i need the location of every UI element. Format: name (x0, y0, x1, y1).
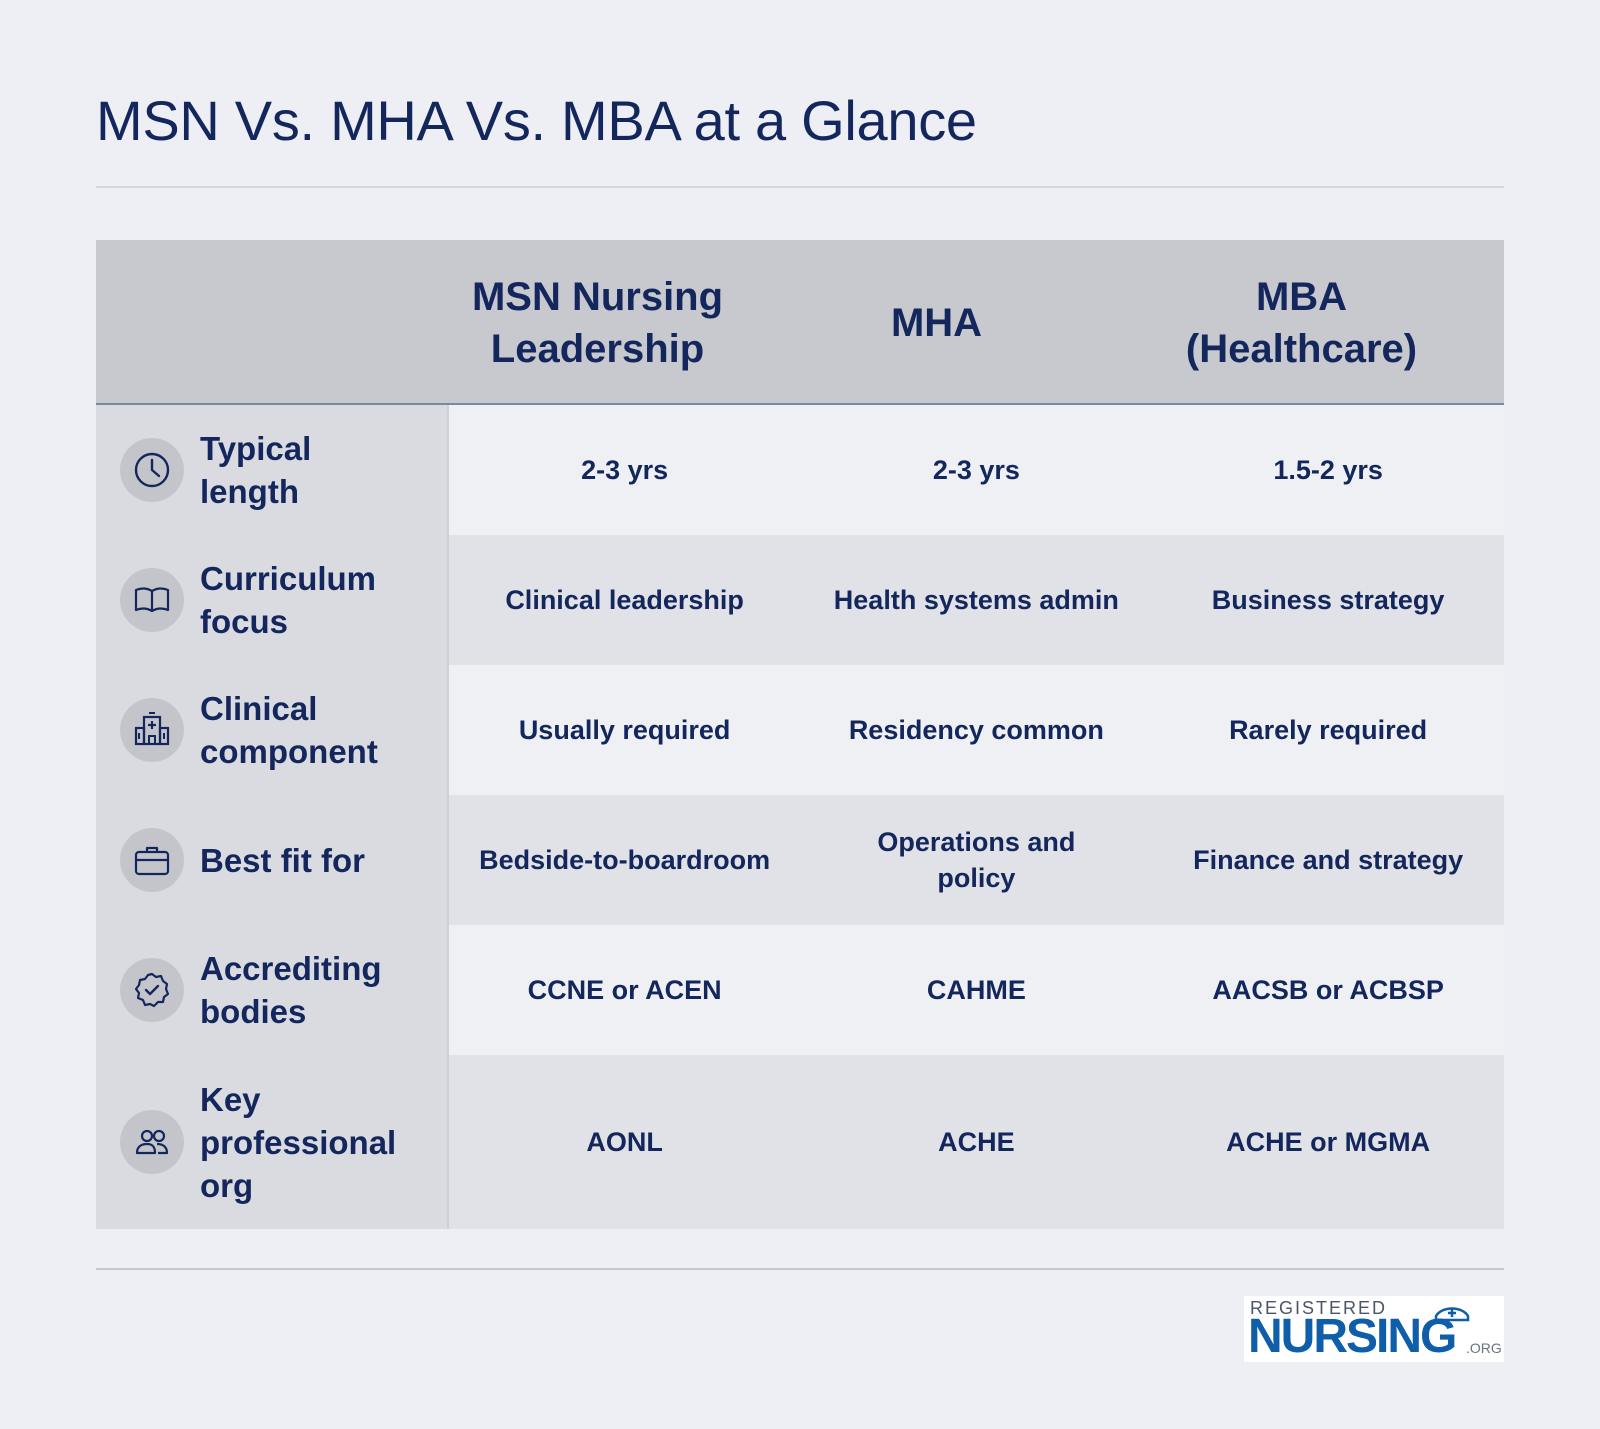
table-cell: 1.5-2 yrs (1152, 405, 1504, 535)
row-label: Curriculum focus (200, 560, 377, 640)
table-cell: 2-3 yrs (800, 405, 1153, 535)
table-row: Accrediting bodies CCNE or ACEN CAHME AA… (96, 925, 1504, 1055)
table-cell: Clinical leadership (448, 535, 801, 665)
table-cell: ACHE or MGMA (1152, 1055, 1504, 1229)
comparison-table: MSN Nursing Leadership MHA MBA (Healthca… (96, 240, 1504, 1229)
header-corner (96, 240, 421, 403)
row-header: Accrediting bodies (96, 925, 449, 1055)
row-header: Key professional org (96, 1055, 449, 1229)
briefcase-icon (120, 828, 184, 892)
row-header: Clinical component (96, 665, 449, 795)
registered-nursing-logo: REGISTERED NURSING .ORG (1244, 1296, 1504, 1362)
table-cell: Operations and policy (800, 795, 1153, 925)
table-cell: Rarely required (1152, 665, 1504, 795)
row-label: Typical length (200, 430, 312, 510)
table-cell: Health systems admin (800, 535, 1153, 665)
row-header: Best fit for (96, 795, 449, 925)
badge-check-icon (120, 958, 184, 1022)
column-header-mha: MHA (890, 300, 983, 345)
logo-top-text: REGISTERED (1250, 1298, 1388, 1318)
table-cell: Residency common (800, 665, 1153, 795)
bottom-divider (96, 1268, 1504, 1270)
logo-suffix-text: .ORG (1466, 1340, 1502, 1356)
table-row: Curriculum focus Clinical leadership Hea… (96, 535, 1504, 665)
table-row: Typical length 2-3 yrs 2-3 yrs 1.5-2 yrs (96, 405, 1504, 535)
clock-icon (120, 438, 184, 502)
table-cell: CAHME (800, 925, 1153, 1055)
nurse-cap-icon (1434, 1307, 1470, 1322)
table-cell: 2-3 yrs (448, 405, 801, 535)
page-title: MSN Vs. MHA Vs. MBA at a Glance (96, 89, 977, 152)
row-label: Best fit for (200, 841, 365, 879)
table-cell: Business strategy (1152, 535, 1504, 665)
table-cell: Finance and strategy (1152, 795, 1504, 925)
row-label: Accrediting bodies (200, 950, 382, 1030)
logo-main-text: NURSING (1248, 1310, 1457, 1363)
table-header: MSN Nursing Leadership MHA MBA (Healthca… (96, 240, 1504, 405)
table-row: Best fit for Bedside-to-boardroom Operat… (96, 795, 1504, 925)
table-cell: Usually required (448, 665, 801, 795)
hospital-icon (120, 698, 184, 762)
book-icon (120, 568, 184, 632)
row-header: Typical length (96, 405, 449, 535)
table-cell: AONL (448, 1055, 801, 1229)
row-header: Curriculum focus (96, 535, 449, 665)
people-icon (120, 1110, 184, 1174)
row-label: Key professional org (200, 1080, 397, 1204)
table-cell: ACHE (800, 1055, 1153, 1229)
table-row: Key professional org AONL ACHE ACHE or M… (96, 1055, 1504, 1229)
table-cell: CCNE or ACEN (448, 925, 801, 1055)
column-header-msn: MSN Nursing Leadership (471, 274, 724, 371)
row-label: Clinical component (200, 690, 378, 770)
table-row: Clinical component Usually required Resi… (96, 665, 1504, 795)
column-header-mba: MBA (Healthcare) (1185, 274, 1418, 371)
table-cell: AACSB or ACBSP (1152, 925, 1504, 1055)
table-cell: Bedside-to-boardroom (448, 795, 801, 925)
top-divider (96, 186, 1504, 188)
